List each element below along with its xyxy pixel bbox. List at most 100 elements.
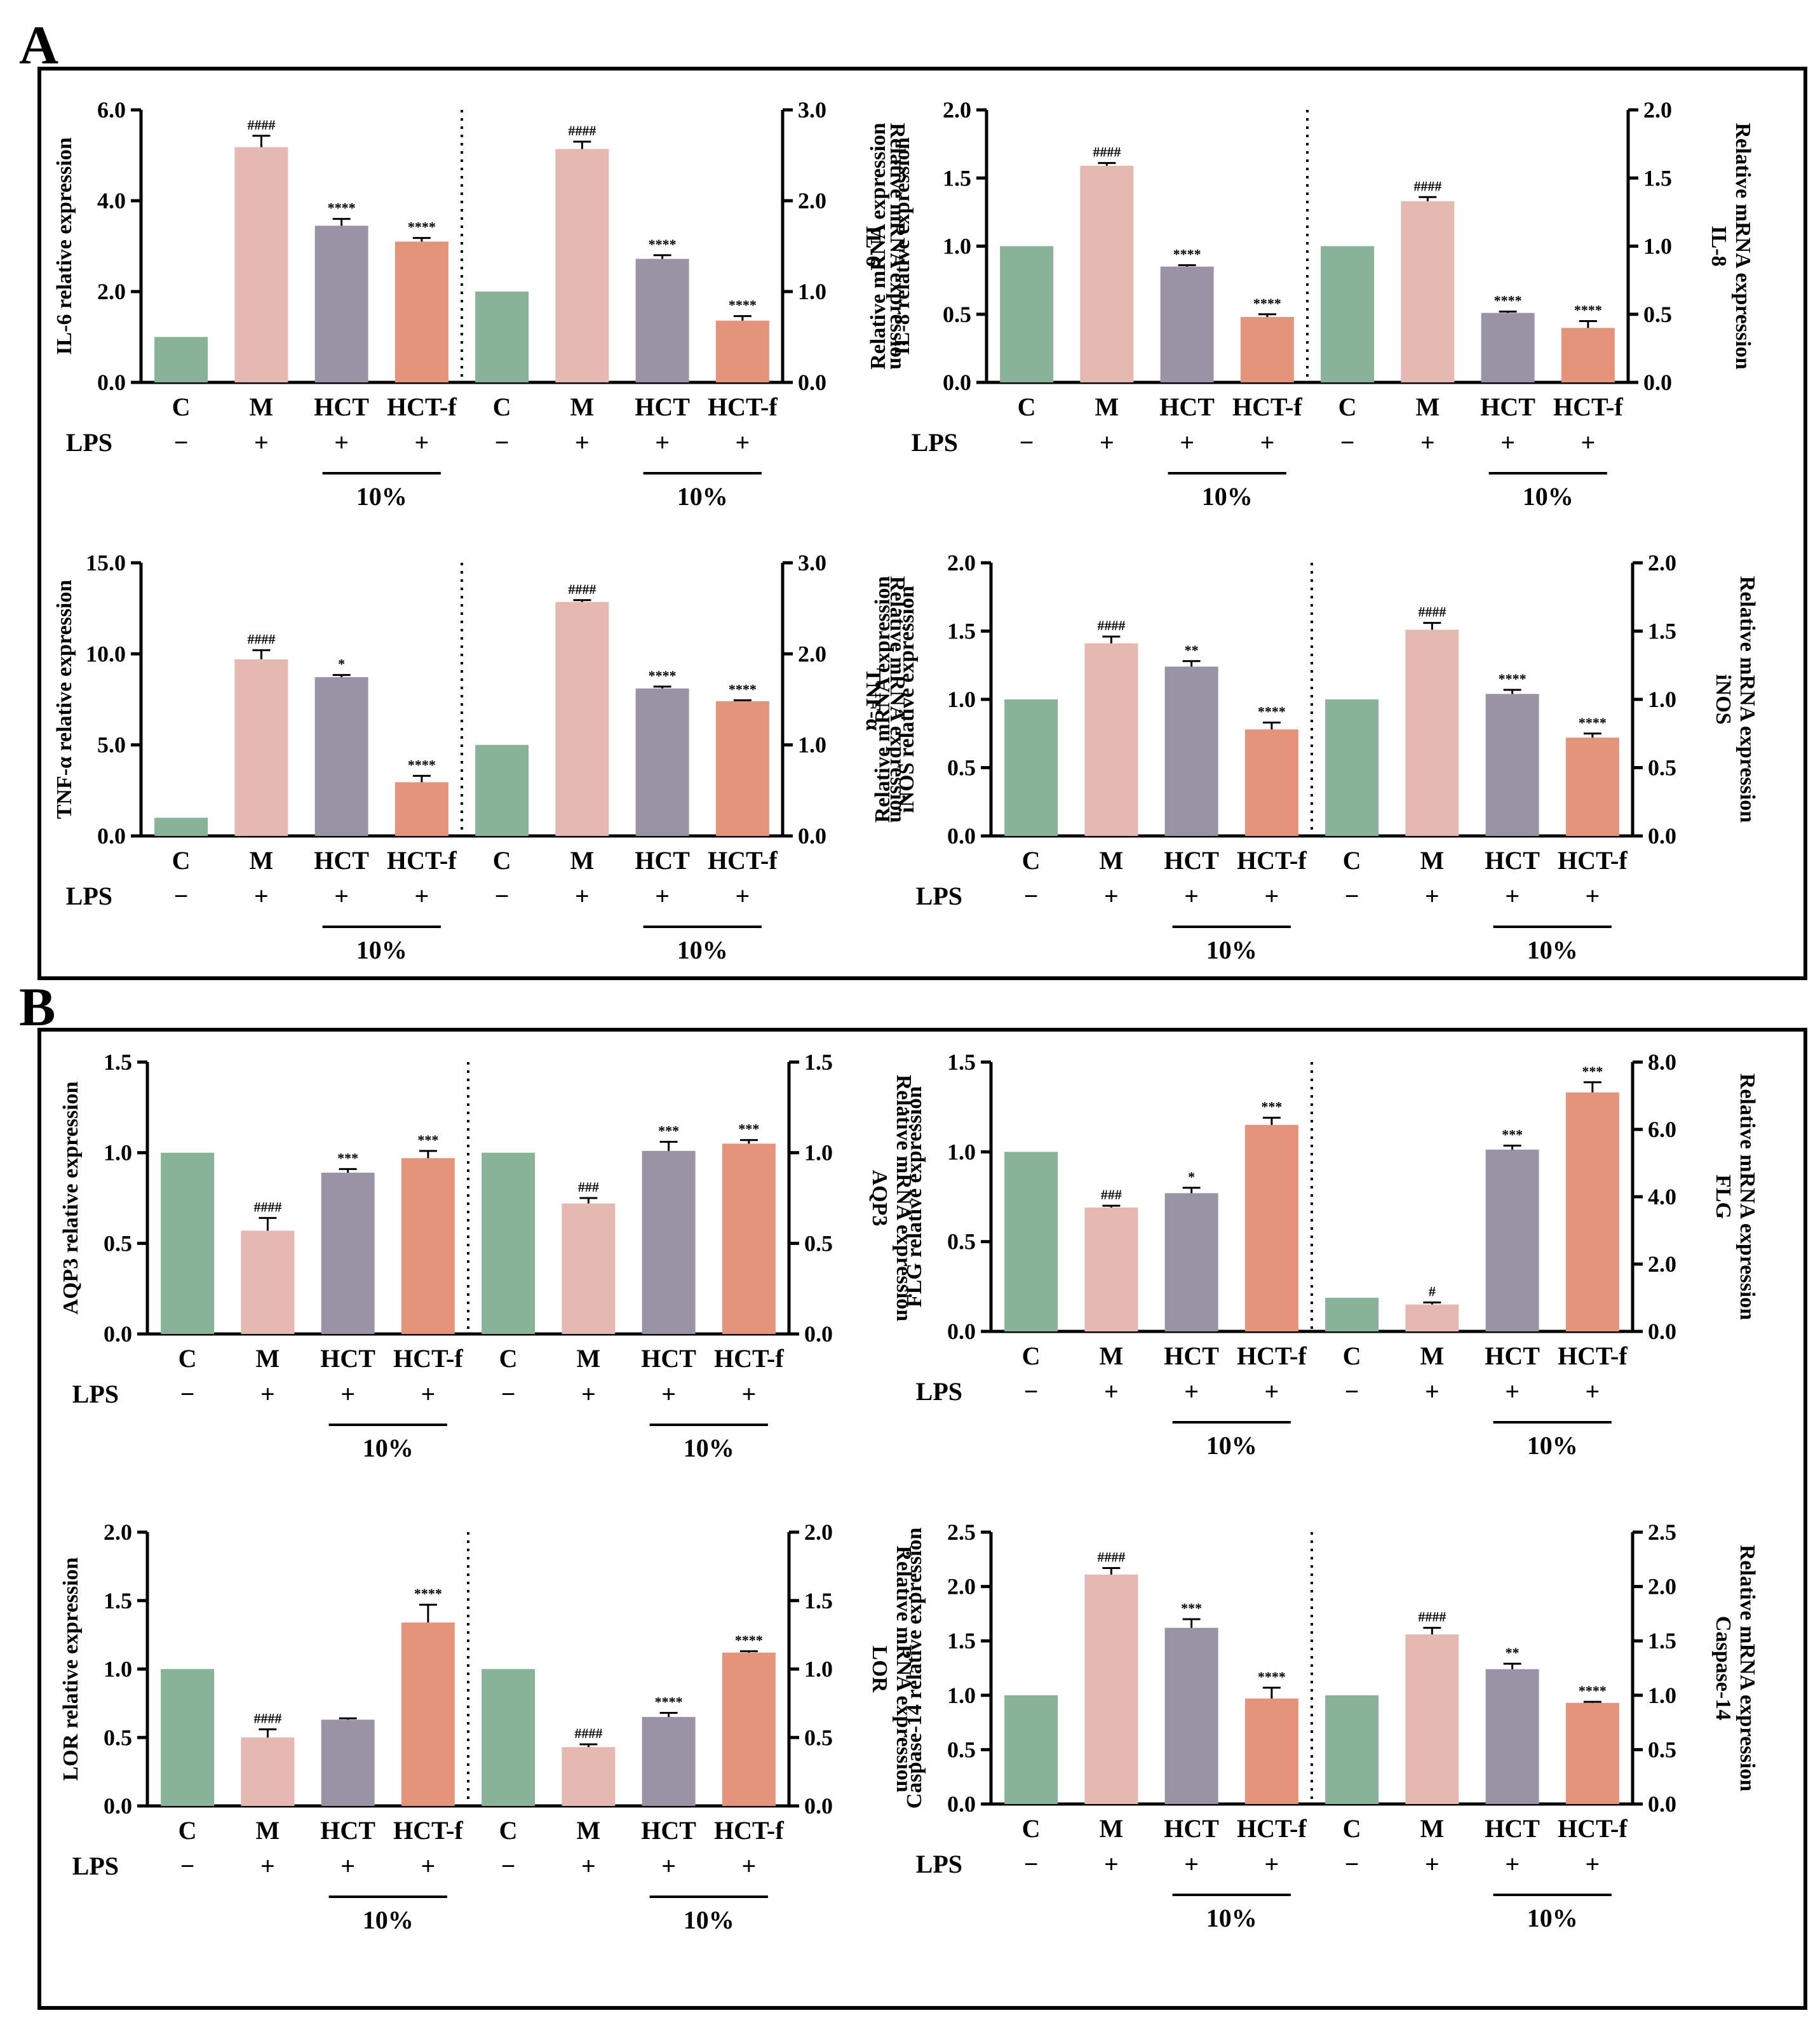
right-y-label-line-1: Relative mRNA expression bbox=[1736, 1074, 1759, 1321]
category-label: M bbox=[1420, 1342, 1444, 1370]
bar-left-m bbox=[234, 147, 288, 382]
bar-right-c bbox=[475, 744, 529, 836]
left-y-tick-label: 1.0 bbox=[947, 1139, 976, 1164]
lps-sign: + bbox=[1100, 428, 1114, 457]
category-label: HCT-f bbox=[1558, 846, 1628, 875]
significance-label: #### bbox=[1097, 1549, 1125, 1565]
left-y-tick-label: 2.0 bbox=[947, 550, 976, 576]
significance-label: *** bbox=[1261, 1099, 1282, 1115]
significance-label: #### bbox=[1418, 1609, 1446, 1625]
bar-right-hct-f bbox=[1565, 737, 1619, 836]
lps-sign: + bbox=[581, 1380, 596, 1408]
right-y-tick-label: 2.0 bbox=[804, 1519, 833, 1545]
lps-sign: − bbox=[501, 1852, 516, 1880]
lps-label: LPS bbox=[916, 1377, 962, 1406]
lps-sign: + bbox=[254, 882, 269, 910]
left-y-tick-label: 6.0 bbox=[97, 97, 126, 123]
right-y-tick-label: 1.0 bbox=[804, 1657, 833, 1682]
bar-right-m bbox=[562, 1747, 616, 1806]
lps-sign: + bbox=[1581, 428, 1595, 457]
category-label: HCT bbox=[1485, 1814, 1540, 1843]
category-label: C bbox=[1343, 1814, 1361, 1843]
bar-left-hct bbox=[321, 1720, 375, 1806]
left-y-label: LOR relative expression bbox=[59, 1557, 83, 1781]
lps-sign: + bbox=[661, 1852, 676, 1880]
category-label: M bbox=[1415, 393, 1439, 421]
chart-il8: 0.0 0.5 1.0 1.5 2.0 0.0 0.5 1.0 1.5 2.0 C − #### M + **… bbox=[866, 97, 1755, 511]
right-y-tick-label: 0.0 bbox=[1643, 370, 1672, 395]
lps-sign: − bbox=[1345, 1377, 1359, 1406]
significance-label: **** bbox=[414, 1586, 442, 1601]
right-y-tick-label: 6.0 bbox=[1648, 1117, 1676, 1142]
category-label: HCT bbox=[641, 1344, 696, 1373]
category-label: HCT-f bbox=[1232, 393, 1302, 421]
category-label: HCT bbox=[320, 1344, 375, 1373]
significance-label: **** bbox=[1173, 246, 1201, 262]
left-y-tick-label: 2.0 bbox=[104, 1519, 132, 1545]
right-y-tick-label: 0.5 bbox=[804, 1230, 833, 1256]
right-y-label-line-2: AQP3 bbox=[868, 1170, 891, 1227]
bar-left-hct-f bbox=[394, 241, 448, 382]
right-y-tick-label: 0.0 bbox=[1648, 1791, 1676, 1817]
significance-label: ** bbox=[1506, 1645, 1520, 1660]
lps-label: LPS bbox=[66, 882, 112, 910]
bar-left-c bbox=[154, 337, 208, 382]
significance-label: #### bbox=[253, 1710, 281, 1726]
significance-label: **** bbox=[649, 236, 677, 252]
bar-right-m bbox=[1401, 201, 1455, 382]
right-y-label-line-2: IL-6 bbox=[861, 226, 885, 266]
category-label: M bbox=[570, 393, 594, 421]
lps-sign: + bbox=[1264, 1377, 1279, 1406]
lps-sign: + bbox=[655, 428, 670, 457]
significance-label: #### bbox=[574, 1725, 602, 1741]
category-label: M bbox=[570, 846, 594, 875]
category-label: C bbox=[1022, 1814, 1041, 1843]
category-label: HCT-f bbox=[1237, 1814, 1307, 1843]
bar-right-hct bbox=[635, 259, 689, 382]
right-y-tick-label: 1.5 bbox=[1643, 165, 1672, 191]
significance-label: ### bbox=[1101, 1187, 1122, 1202]
bar-right-hct-f bbox=[1565, 1092, 1619, 1331]
left-y-tick-label: 1.0 bbox=[947, 1683, 976, 1708]
bar-right-hct-f bbox=[722, 1652, 776, 1806]
significance-label: #### bbox=[568, 581, 596, 597]
lps-sign: + bbox=[421, 1380, 435, 1408]
right-y-tick-label: 2.0 bbox=[798, 641, 826, 666]
lps-sign: + bbox=[1425, 882, 1439, 910]
significance-label: #### bbox=[568, 123, 596, 138]
lps-label: LPS bbox=[912, 428, 958, 457]
right-y-label-line-1: Relative mRNA expression bbox=[1736, 576, 1759, 823]
left-y-tick-label: 1.5 bbox=[947, 1628, 976, 1653]
category-label: HCT bbox=[641, 1816, 696, 1845]
significance-label: #### bbox=[247, 117, 275, 133]
concentration-label: 10% bbox=[1206, 1904, 1257, 1932]
bar-right-m bbox=[1405, 1634, 1459, 1804]
right-y-label-line-2: iNOS bbox=[1711, 674, 1735, 724]
bar-right-hct bbox=[642, 1150, 696, 1334]
category-label: M bbox=[576, 1344, 600, 1373]
significance-label: **** bbox=[1258, 1669, 1286, 1685]
right-y-label-line-2: Caspase-14 bbox=[1711, 1616, 1735, 1720]
bar-right-hct-f bbox=[1565, 1702, 1619, 1804]
category-label: HCT bbox=[1164, 1814, 1219, 1843]
significance-label: *** bbox=[1582, 1063, 1603, 1079]
lps-sign: + bbox=[1264, 1850, 1279, 1878]
significance-label: **** bbox=[1494, 292, 1522, 308]
significance-label: ### bbox=[578, 1179, 599, 1195]
bar-left-c bbox=[161, 1669, 215, 1806]
lps-sign: + bbox=[1505, 1377, 1520, 1406]
left-y-label: IL-6 relative expression bbox=[53, 137, 76, 355]
category-label: HCT bbox=[1164, 846, 1219, 875]
right-y-tick-label: 1.0 bbox=[798, 732, 826, 758]
lps-sign: − bbox=[1024, 882, 1039, 910]
lps-sign: + bbox=[260, 1852, 275, 1880]
category-label: C bbox=[1343, 846, 1361, 875]
right-y-tick-label: 8.0 bbox=[1648, 1049, 1676, 1075]
left-y-label-line-1: Relative mRNA expression bbox=[866, 123, 890, 370]
category-label: M bbox=[249, 846, 273, 875]
significance-label: #### bbox=[1418, 604, 1446, 620]
category-label: HCT bbox=[314, 846, 369, 875]
right-y-label-line-1: Relative mRNA expression bbox=[892, 1545, 915, 1793]
significance-label: *** bbox=[417, 1132, 438, 1148]
